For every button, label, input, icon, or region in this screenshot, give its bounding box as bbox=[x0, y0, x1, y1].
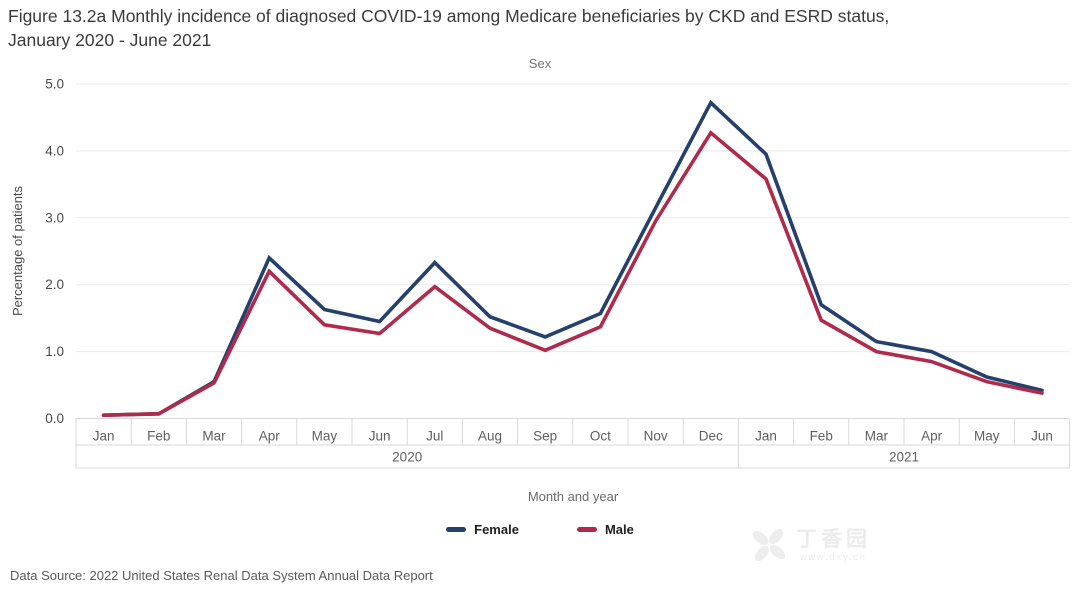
data-source-note: Data Source: 2022 United States Renal Da… bbox=[10, 568, 433, 583]
month-tick-label: Apr bbox=[921, 429, 943, 444]
y-tick-label: 0.0 bbox=[45, 411, 64, 426]
year-tick-label: 2021 bbox=[889, 450, 919, 465]
month-tick-label: Jun bbox=[369, 429, 391, 444]
chart-series-lines bbox=[101, 99, 1044, 418]
watermark-text: 丁香园 www.dxy.cn bbox=[796, 528, 871, 563]
chart-subtitle-sex: Sex bbox=[528, 56, 552, 71]
legend-item-female: Female bbox=[446, 522, 519, 537]
x-axis-label: Month and year bbox=[527, 489, 619, 504]
month-tick-label: Mar bbox=[202, 429, 226, 444]
watermark-brand: 丁香园 bbox=[796, 527, 871, 551]
month-tick-label: Jan bbox=[755, 429, 777, 444]
chart-legend: Female Male bbox=[0, 522, 1080, 537]
series-line-male bbox=[101, 130, 1044, 418]
y-axis-label: Percentage of patients bbox=[10, 185, 25, 316]
legend-label-male: Male bbox=[604, 522, 634, 537]
dxy-flower-icon bbox=[752, 528, 786, 562]
chart-gridlines: 0.0 1.0 2.0 3.0 4.0 5.0 bbox=[45, 77, 1070, 426]
month-tick-label: Jun bbox=[1031, 429, 1053, 444]
y-tick-label: 1.0 bbox=[45, 344, 64, 359]
female-series-marker-icon bbox=[446, 527, 467, 532]
watermark-url: www.dxy.cn bbox=[800, 551, 867, 562]
month-tick-label: Nov bbox=[644, 429, 668, 444]
month-tick-label: Jan bbox=[93, 429, 115, 444]
chart-axis-bands: Jan Feb Mar Apr May Jun Jul Aug Sep Oct Nov Dec Jan F… bbox=[75, 418, 1071, 469]
month-tick-label: Oct bbox=[590, 429, 611, 444]
month-tick-label: Dec bbox=[699, 429, 723, 444]
month-tick-label: Apr bbox=[259, 429, 281, 444]
month-tick-label: Feb bbox=[810, 429, 833, 444]
year-tick-label: 2020 bbox=[392, 450, 422, 465]
figure-title: Figure 13.2a Monthly incidence of diagno… bbox=[8, 6, 890, 50]
y-tick-label: 3.0 bbox=[45, 210, 64, 225]
month-tick-label: Mar bbox=[865, 429, 889, 444]
month-tick-label: Jul bbox=[426, 429, 443, 444]
y-tick-label: 4.0 bbox=[45, 143, 64, 158]
month-tick-label: Aug bbox=[478, 429, 502, 444]
watermark: 丁香园 www.dxy.cn bbox=[748, 524, 871, 566]
month-tick-label: May bbox=[974, 429, 1000, 444]
month-tick-label: Feb bbox=[147, 429, 170, 444]
legend-label-female: Female bbox=[474, 522, 519, 537]
series-line-female bbox=[101, 99, 1044, 418]
legend-item-male: Male bbox=[576, 522, 634, 537]
y-tick-label: 5.0 bbox=[45, 77, 64, 92]
y-tick-label: 2.0 bbox=[45, 277, 64, 292]
male-series-marker-icon bbox=[576, 527, 597, 532]
month-tick-label: Sep bbox=[533, 429, 557, 444]
month-tick-label: May bbox=[312, 429, 338, 444]
